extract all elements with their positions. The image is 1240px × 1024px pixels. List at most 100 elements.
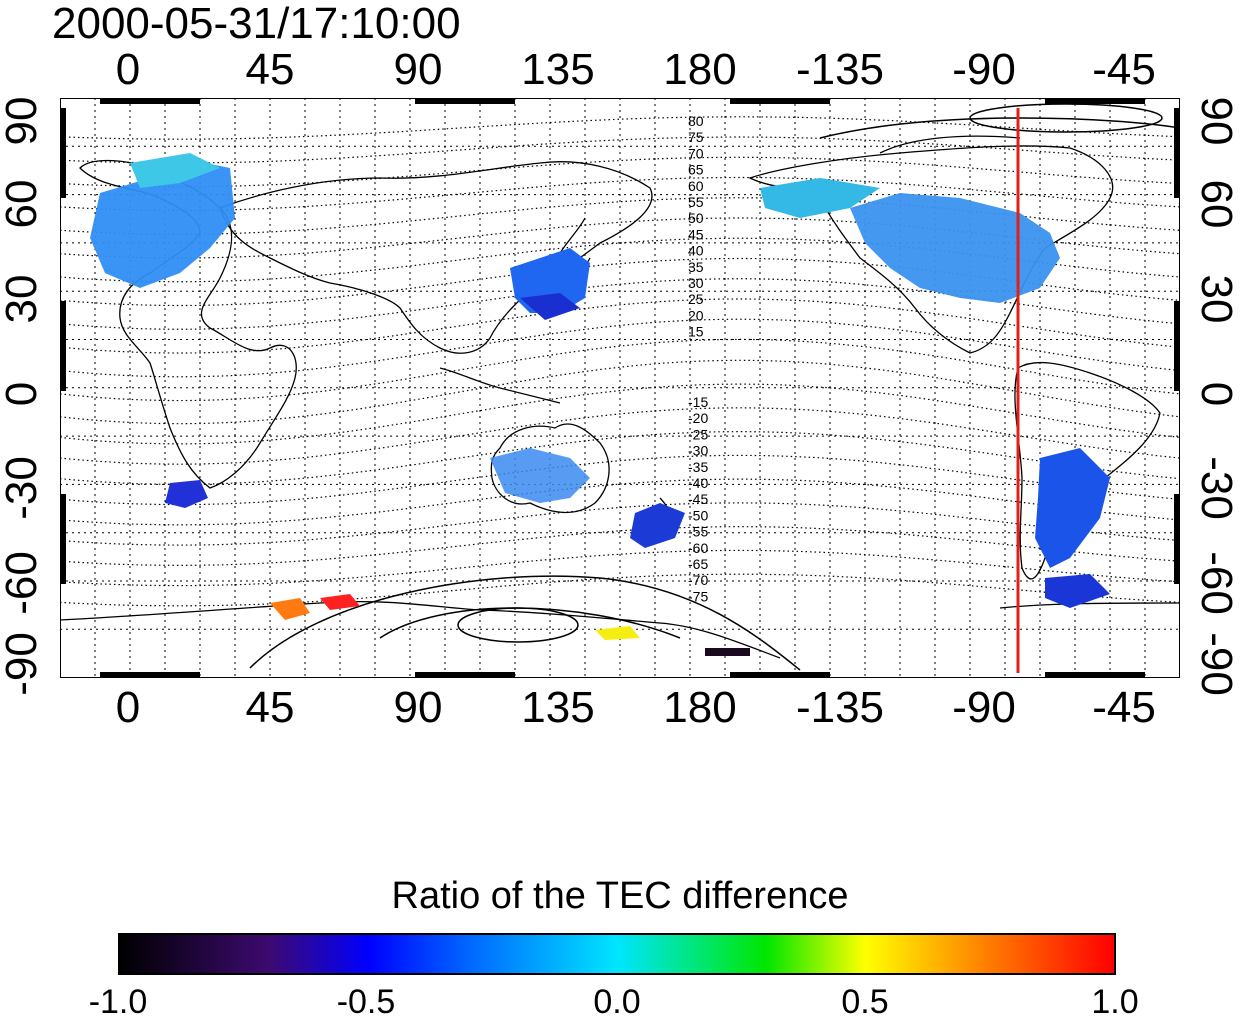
contour-line (60, 298, 1180, 354)
top-lon-tick: 180 (663, 45, 737, 94)
contour-label: -65 (688, 556, 708, 572)
top-lon-tick: -135 (795, 45, 885, 94)
contour-label: -30 (688, 443, 708, 459)
tec-patch-south-africa (165, 480, 208, 508)
frame-tick (60, 494, 66, 584)
coastline-greenland (879, 135, 1021, 154)
contour-label: 35 (688, 259, 704, 275)
top-lon-tick: 0 (115, 45, 141, 94)
contour-label: 40 (688, 243, 704, 259)
frame-tick (415, 98, 515, 104)
bottom-lon-tick: 45 (245, 683, 295, 732)
bottom-lon-tick: -90 (952, 683, 1016, 732)
bottom-lon-tick: 135 (521, 683, 595, 732)
tec-patch-antarctic-yellow (595, 626, 640, 640)
contour-labels-south: -15-20-25-30-35-40-45-50-55-60-65-70-75 (688, 394, 708, 604)
top-lon-tick: 45 (245, 45, 295, 94)
frame-tick (1174, 108, 1180, 198)
frame-tick (1045, 672, 1145, 678)
colorbar-tick: 0.5 (841, 983, 889, 1021)
contour-line (60, 430, 1180, 486)
colorbar-tick: 0.0 (593, 983, 641, 1021)
contour-label: 45 (688, 226, 704, 242)
tec-patch-canada (760, 178, 880, 218)
top-lon-tick: 90 (393, 45, 443, 94)
tec-patch-europe-cyan (130, 153, 220, 188)
contour-line (60, 502, 1180, 546)
contour-label: -15 (688, 394, 708, 410)
contour-label: 65 (688, 162, 704, 178)
polar-contour (819, 117, 1180, 139)
contour-label: -60 (688, 540, 708, 556)
frame-tick (730, 672, 830, 678)
contour-label: -35 (688, 459, 708, 475)
bottom-lon-tick: -45 (1092, 683, 1156, 732)
frame-tick (1045, 98, 1145, 104)
coastline-australia (490, 423, 610, 514)
contour-label: -25 (688, 426, 708, 442)
frame-tick (100, 98, 200, 104)
top-lon-tick: 135 (521, 45, 595, 94)
tec-patch-antarctic-dark (705, 648, 750, 656)
contour-line (60, 318, 1180, 378)
frame-tick (730, 98, 830, 104)
frame-tick (415, 672, 515, 678)
bottom-lon-tick: 90 (393, 683, 443, 732)
contour-line (60, 383, 1180, 445)
polar-contour (249, 575, 801, 671)
tec-patch-australia (490, 448, 590, 503)
contour-label: 55 (688, 194, 704, 210)
tec-data-patches (90, 153, 1110, 656)
tec-patch-south-america-south (1045, 574, 1110, 608)
left-lat-tick: -90 (0, 632, 46, 696)
contour-label: 50 (688, 210, 704, 226)
contour-label: 20 (688, 307, 704, 323)
colorbar-tick: -1.0 (88, 983, 148, 1021)
polar-contours (249, 103, 1180, 671)
contour-label: -45 (688, 491, 708, 507)
bottom-lon-tick: 180 (663, 683, 737, 732)
top-lon-tick: -90 (952, 45, 1016, 94)
bottom-lon-tick: -135 (795, 683, 885, 732)
colorbar-tick: 1.0 (1091, 983, 1139, 1021)
right-lat-tick: -90 (1192, 632, 1240, 696)
tec-patch-antarctic-red (320, 594, 360, 610)
bottom-lon-tick: 0 (115, 683, 141, 732)
contour-label: 30 (688, 275, 704, 291)
contour-label: -70 (688, 572, 708, 588)
contour-label: -50 (688, 507, 708, 523)
contour-label: 25 (688, 291, 704, 307)
contour-label: 75 (688, 129, 704, 145)
frame-tick (100, 672, 200, 678)
contour-line (60, 407, 1180, 465)
contour-label: -55 (688, 524, 708, 540)
contour-label: -20 (688, 410, 708, 426)
frame-tick (60, 301, 66, 391)
coastline-indonesia (439, 367, 561, 404)
tec-patch-south-america (1035, 448, 1110, 568)
tec-patch-antarctic-hot (270, 598, 310, 620)
tec-patch-east-asia-dark (520, 293, 580, 320)
tec-patch-europe (90, 158, 235, 288)
colorbar-title: Ratio of the TEC difference (391, 875, 849, 917)
contour-line (60, 454, 1180, 506)
contour-line (60, 478, 1180, 526)
contour-label: 80 (688, 113, 704, 129)
contour-label: 15 (688, 324, 704, 340)
frame-tick (1174, 301, 1180, 391)
contour-label: 70 (688, 145, 704, 161)
colorbar-gradient (118, 933, 1116, 975)
contour-label: -40 (688, 475, 708, 491)
frame-ticks (60, 98, 1180, 678)
frame-tick (60, 108, 66, 198)
tec-patch-north-america (850, 193, 1060, 303)
timestamp-title: 2000-05-31/17:10:00 (52, 0, 461, 48)
top-lon-tick: -45 (1092, 45, 1156, 94)
frame-tick (1174, 494, 1180, 584)
tec-patch-new-zealand (630, 503, 685, 548)
contour-label: 60 (688, 178, 704, 194)
contour-label: -75 (688, 588, 708, 604)
polar-contour (379, 607, 681, 639)
